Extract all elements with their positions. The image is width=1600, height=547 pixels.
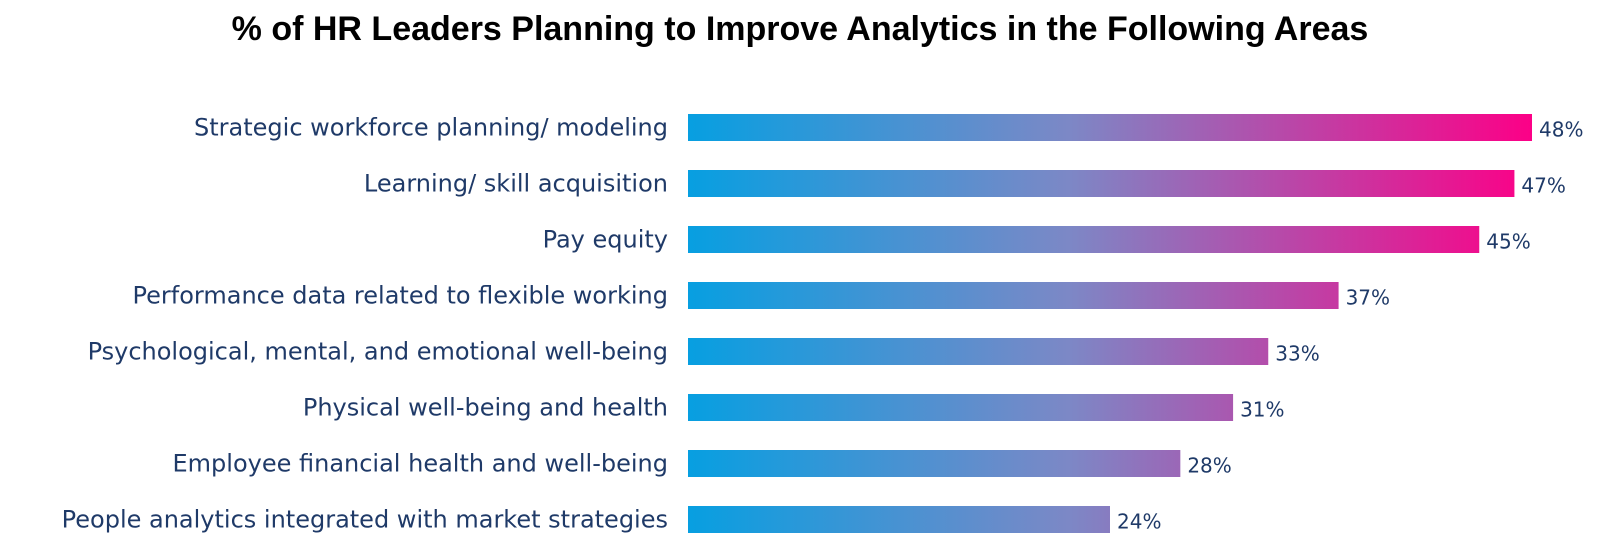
- bar-1: [688, 114, 1532, 141]
- category-label-2: Learning/ skill acquisition: [364, 170, 668, 198]
- category-label-5: Psychological, mental, and emotional wel…: [88, 338, 668, 366]
- bar-7: [688, 450, 1181, 477]
- value-label-3: 45%: [1486, 230, 1530, 254]
- bar-6: [688, 394, 1234, 421]
- value-label-1: 48%: [1539, 118, 1583, 142]
- category-label-8: People analytics integrated with market …: [62, 506, 668, 534]
- bar-8: [688, 506, 1110, 533]
- value-label-4: 37%: [1346, 286, 1390, 310]
- bar-3: [688, 226, 1480, 253]
- bar-4: [688, 282, 1339, 309]
- value-label-2: 47%: [1521, 174, 1565, 198]
- bar-2: [688, 170, 1515, 197]
- category-label-1: Strategic workforce planning/ modeling: [194, 114, 668, 142]
- value-label-5: 33%: [1275, 342, 1319, 366]
- bar-5: [688, 338, 1269, 365]
- category-label-3: Pay equity: [543, 226, 668, 254]
- category-label-4: Performance data related to flexible wor…: [133, 282, 668, 310]
- category-label-6: Physical well-being and health: [303, 394, 668, 422]
- chart-title: % of HR Leaders Planning to Improve Anal…: [231, 10, 1369, 48]
- value-label-7: 28%: [1187, 454, 1231, 478]
- value-label-6: 31%: [1240, 398, 1284, 422]
- category-label-7: Employee financial health and well-being: [173, 450, 669, 478]
- value-label-8: 24%: [1117, 510, 1161, 534]
- bars-layer: Strategic workforce planning/ modeling 48…: [62, 114, 1584, 534]
